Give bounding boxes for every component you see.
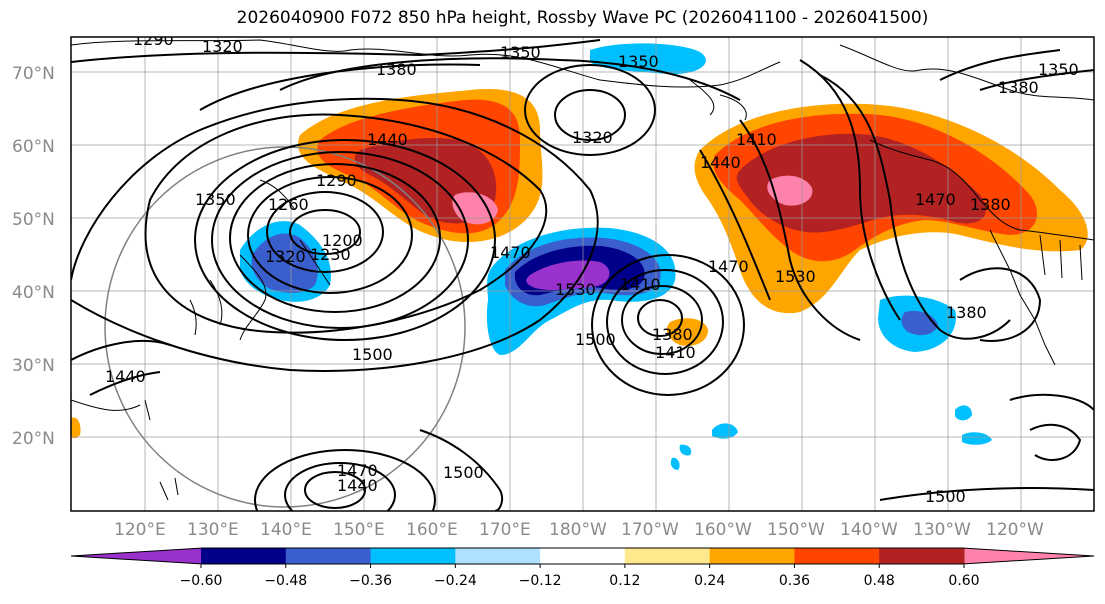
contour-label: 1380 <box>998 78 1039 97</box>
contour-label: 1350 <box>1038 60 1079 79</box>
colorbar-segment <box>879 548 965 564</box>
contour-label: 1500 <box>443 463 484 482</box>
contour-label: 1440 <box>337 476 378 495</box>
latitude-labels: 70°N 60°N 50°N 40°N 30°N 20°N <box>12 64 55 449</box>
reference-circle <box>104 146 466 508</box>
contour-label: 1290 <box>316 171 357 190</box>
lon-label: 180°W <box>549 520 607 540</box>
lat-label: 60°N <box>12 137 55 157</box>
contour-label: 1380 <box>970 195 1011 214</box>
lon-label: 170°E <box>479 520 531 540</box>
lon-label: 150°E <box>333 520 385 540</box>
lon-label: 140°W <box>840 520 898 540</box>
contour-label: 1440 <box>700 153 741 172</box>
lon-label: 120°E <box>114 520 166 540</box>
colorbar-tick-label: 0.48 <box>864 573 895 589</box>
lat-label: 20°N <box>12 429 55 449</box>
coastlines <box>71 39 1094 501</box>
colorbar-tick-label: −0.36 <box>349 573 392 589</box>
contour-label: 1530 <box>775 267 816 286</box>
contour-label: 1380 <box>376 60 417 79</box>
contour-label: 1470 <box>915 190 956 209</box>
contour-label: 1230 <box>310 245 351 264</box>
colorbar-segment <box>624 548 711 564</box>
colorbar-extend-left <box>71 548 203 564</box>
lat-label: 50°N <box>12 210 55 230</box>
lon-label: 130°E <box>187 520 239 540</box>
lon-label: 160°E <box>406 520 458 540</box>
contour-label: 1350 <box>618 52 659 71</box>
colorbar: −0.60 −0.48 −0.36 −0.24 −0.12 0.12 0.24 0.36 0.4… <box>70 547 1095 589</box>
contour-label: 1410 <box>736 130 777 149</box>
colorbar-tick-label: −0.12 <box>519 573 562 589</box>
contour-label: 1260 <box>268 195 309 214</box>
contour-label: 1530 <box>555 280 596 299</box>
colorbar-segment <box>540 548 626 564</box>
contour-label: 1410 <box>620 275 661 294</box>
lon-label: 120°W <box>986 520 1044 540</box>
colorbar-segment <box>201 548 287 564</box>
colorbar-tick-label: 0.24 <box>694 573 725 589</box>
colorbar-tick-label: 0.36 <box>779 573 810 589</box>
lat-label: 70°N <box>12 64 55 84</box>
lon-label: 170°W <box>621 520 679 540</box>
colorbar-segment <box>709 548 795 564</box>
colorbar-segment <box>794 548 880 564</box>
contour-label: 1440 <box>367 130 408 149</box>
colorbar-tick-label: −0.24 <box>434 573 477 589</box>
contour-label: 1440 <box>105 367 146 386</box>
map-title: 2026040900 F072 850 hPa height, Rossby W… <box>236 8 929 28</box>
contour-label: 1470 <box>490 243 531 262</box>
lat-label: 40°N <box>12 283 55 303</box>
lat-label: 30°N <box>12 356 55 376</box>
contour-label: 1320 <box>572 128 613 147</box>
contour-label: 1470 <box>708 257 749 276</box>
contour-label: 1500 <box>352 345 393 364</box>
colorbar-tick-label: −0.48 <box>264 573 307 589</box>
contour-label: 1410 <box>655 343 696 362</box>
contour-label: 1350 <box>195 190 236 209</box>
positive-anomaly-small <box>71 318 708 439</box>
contour-label: 1200 <box>322 231 363 250</box>
map-content: 1290 1320 1350 1350 1380 1320 1440 1290 … <box>71 30 1094 511</box>
colorbar-outline <box>70 547 1095 565</box>
colorbar-segment <box>455 548 541 564</box>
contour-label: 1350 <box>500 43 541 62</box>
contour-label: 1380 <box>652 325 693 344</box>
colorbar-segment <box>370 548 456 564</box>
contour-labels: 1290 1320 1350 1350 1380 1320 1440 1290 … <box>105 30 1079 506</box>
colorbar-tick-label: 0.60 <box>948 573 979 589</box>
colorbar-tick-label: 0.12 <box>609 573 640 589</box>
height-contours <box>71 39 1094 511</box>
map-frame <box>70 36 1095 512</box>
lon-label: 150°W <box>767 520 825 540</box>
contour-label: 1500 <box>925 487 966 506</box>
lon-label: 140°E <box>260 520 312 540</box>
contour-label: 1320 <box>265 247 306 266</box>
positive-anomaly-west-pacific <box>298 89 543 243</box>
lon-label: 160°W <box>694 520 752 540</box>
colorbar-extend-right <box>962 548 1094 564</box>
lon-label: 130°W <box>913 520 971 540</box>
contour-label: 1500 <box>575 330 616 349</box>
contour-label: 1320 <box>202 37 243 56</box>
contour-label: 1470 <box>337 461 378 480</box>
colorbar-segment <box>285 548 372 564</box>
longitude-labels: 120°E 130°E 140°E 150°E 160°E 170°E 180°… <box>114 520 1044 540</box>
colorbar-tick-label: −0.60 <box>180 573 223 589</box>
contour-label: 1290 <box>133 30 174 49</box>
contour-label: 1380 <box>946 303 987 322</box>
